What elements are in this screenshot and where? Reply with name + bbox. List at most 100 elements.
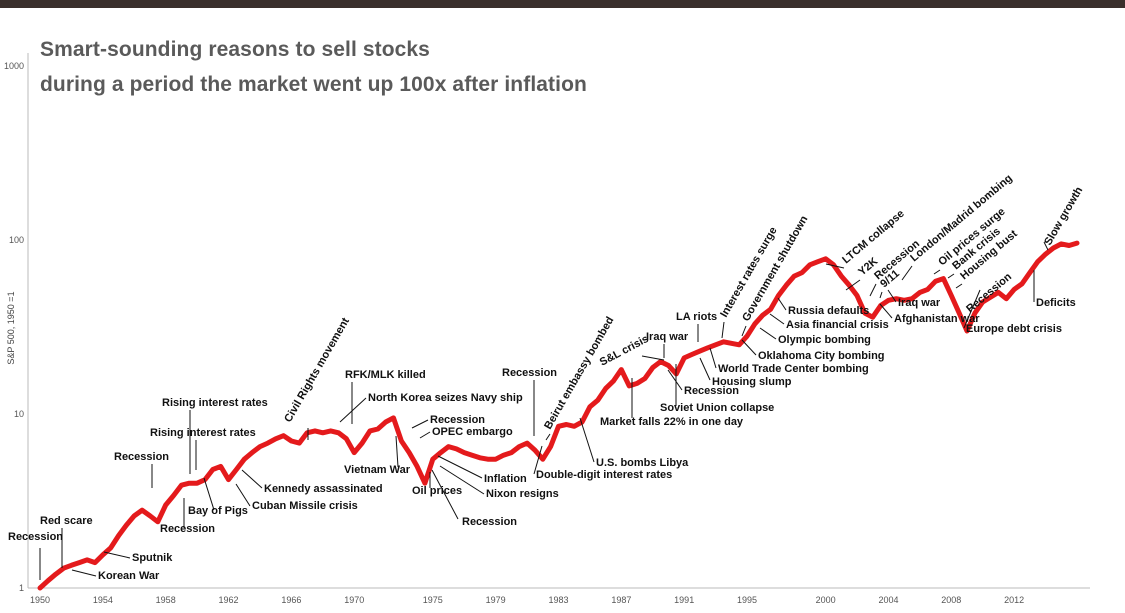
x-tick-label: 1979	[486, 595, 506, 605]
annotation-label: Civil Rights movement	[282, 316, 352, 425]
annotation-leader-line	[933, 269, 941, 275]
annotation-leader-line	[901, 265, 913, 281]
annotation-leader-line	[869, 283, 877, 297]
annotation-label: Europe debt crisis	[966, 323, 1062, 335]
annotation-label: Market falls 22% in one day	[600, 416, 744, 428]
annotation-label: Oil prices	[412, 485, 462, 497]
annotation-leader-line	[235, 483, 251, 507]
annotation-leader-line	[699, 357, 711, 381]
annotation-label: Korean War	[98, 570, 160, 582]
annotation-label: Vietnam War	[344, 464, 411, 476]
annotation-leader-line	[955, 283, 963, 289]
annotation-label: Olympic bombing	[778, 334, 871, 346]
annotation-label: Soviet Union collapse	[660, 402, 774, 414]
annotation-label: LA riots	[676, 311, 717, 323]
annotation-leaders	[39, 241, 1049, 580]
annotation-label: World Trade Center bombing	[718, 363, 869, 375]
x-tick-label: 1975	[423, 595, 443, 605]
annotation-leader-line	[641, 355, 665, 361]
annotation-label: Rising interest rates	[150, 427, 256, 439]
x-tick-label: 1962	[219, 595, 239, 605]
annotation-label: Recession	[8, 531, 63, 543]
annotation-label: Russia defaults	[788, 305, 869, 317]
annotation-label: Recession	[684, 385, 739, 397]
x-tick-label: 1958	[156, 595, 176, 605]
annotation-label: Housing slump	[712, 376, 792, 388]
annotation-label: Rising interest rates	[162, 397, 268, 409]
annotation-label: Recession	[160, 523, 215, 535]
annotation-leader-line	[241, 469, 263, 489]
annotations: Recession Red scare Sputnik Korean War Reces…	[8, 172, 1085, 582]
chart-svg: S&P 500, 1950 =1 1 10 100 1000 1950 1954 1958…	[4, 53, 1090, 605]
annotation-label: North Korea seizes Navy ship	[368, 392, 523, 404]
annotation-label: OPEC embargo	[432, 426, 513, 438]
annotation-leader-line	[709, 347, 717, 369]
annotation-label: Asia financial crisis	[786, 319, 889, 331]
annotation-leader-line	[887, 289, 897, 303]
annotation-leader-line	[879, 303, 893, 319]
x-tick-label: 1970	[344, 595, 364, 605]
annotation-leader-line	[395, 435, 399, 468]
x-tick-label: 2008	[941, 595, 961, 605]
annotation-label: Deficits	[1036, 297, 1076, 309]
annotation-leader-line	[411, 419, 429, 429]
annotation-label: Iraq war	[898, 297, 941, 309]
x-tick-label: 2012	[1004, 595, 1024, 605]
chart-title: Smart-sounding reasons to sell stocks	[40, 38, 430, 61]
x-tick-label: 1950	[30, 595, 50, 605]
annotation-leader-line	[741, 325, 747, 337]
annotation-label: Recession	[502, 367, 557, 379]
y-axis-label: S&P 500, 1950 =1	[6, 291, 16, 364]
chart-subtitle: during a period the market went up 100x …	[40, 73, 587, 96]
annotation-leader-line	[769, 313, 785, 325]
annotation-label: RFK/MLK killed	[345, 369, 426, 381]
annotation-label: Iraq war	[646, 331, 689, 343]
annotation-leader-line	[419, 431, 431, 439]
annotation-label: Inflation	[484, 473, 527, 485]
x-ticks: 1950 1954 1958 1962 1966 1970 1975 1979 1983 1987…	[30, 595, 1024, 605]
annotation-label: Red scare	[40, 515, 93, 527]
annotation-leader-line	[545, 433, 551, 441]
annotation-label: Oklahoma City bombing	[758, 350, 885, 362]
annotation-leader-line	[845, 279, 861, 291]
x-tick-label: 1966	[281, 595, 301, 605]
y-ticks: 1 10 100 1000	[4, 61, 24, 593]
annotation-label: Recession	[114, 451, 169, 463]
x-tick-label: 2004	[878, 595, 898, 605]
y-tick-label: 10	[14, 409, 24, 419]
annotation-leader-line	[825, 263, 845, 269]
annotation-leader-line	[203, 477, 215, 511]
y-tick-label: 1000	[4, 61, 24, 71]
sp500-series-line	[37, 240, 1080, 591]
annotation-leader-line	[439, 465, 485, 495]
annotation-leader-line	[533, 445, 543, 475]
annotation-label: U.S. bombs Libya	[596, 457, 689, 469]
annotation-leader-line	[1043, 241, 1049, 251]
x-tick-label: 1995	[737, 595, 757, 605]
annotation-leader-line	[759, 327, 777, 340]
annotation-leader-line	[71, 569, 97, 577]
x-tick-label: 1954	[93, 595, 113, 605]
annotation-leader-line	[437, 455, 483, 479]
x-tick-label: 1987	[611, 595, 631, 605]
annotation-label: Double-digit interest rates	[536, 469, 672, 481]
annotation-leader-line	[879, 291, 883, 299]
x-tick-label: 1991	[674, 595, 694, 605]
x-tick-label: 2000	[816, 595, 836, 605]
annotation-label: Afghanistan war	[894, 313, 980, 325]
x-tick-label: 1983	[548, 595, 568, 605]
annotation-label: Slow growth	[1042, 185, 1085, 248]
annotation-label: Sputnik	[132, 552, 173, 564]
annotation-label: Recession	[430, 414, 485, 426]
y-tick-label: 1	[19, 583, 24, 593]
annotation-leader-line	[667, 369, 683, 391]
annotation-label: Kennedy assassinated	[264, 483, 383, 495]
annotation-leader-line	[741, 339, 757, 356]
annotation-leader-line	[721, 321, 725, 339]
annotation-leader-line	[963, 289, 981, 329]
y-tick-label: 100	[9, 235, 24, 245]
annotation-label: Nixon resigns	[486, 488, 559, 500]
annotation-label: Cuban Missile crisis	[252, 500, 358, 512]
annotation-leader-line	[579, 417, 595, 463]
annotation-label: Recession	[462, 516, 517, 528]
